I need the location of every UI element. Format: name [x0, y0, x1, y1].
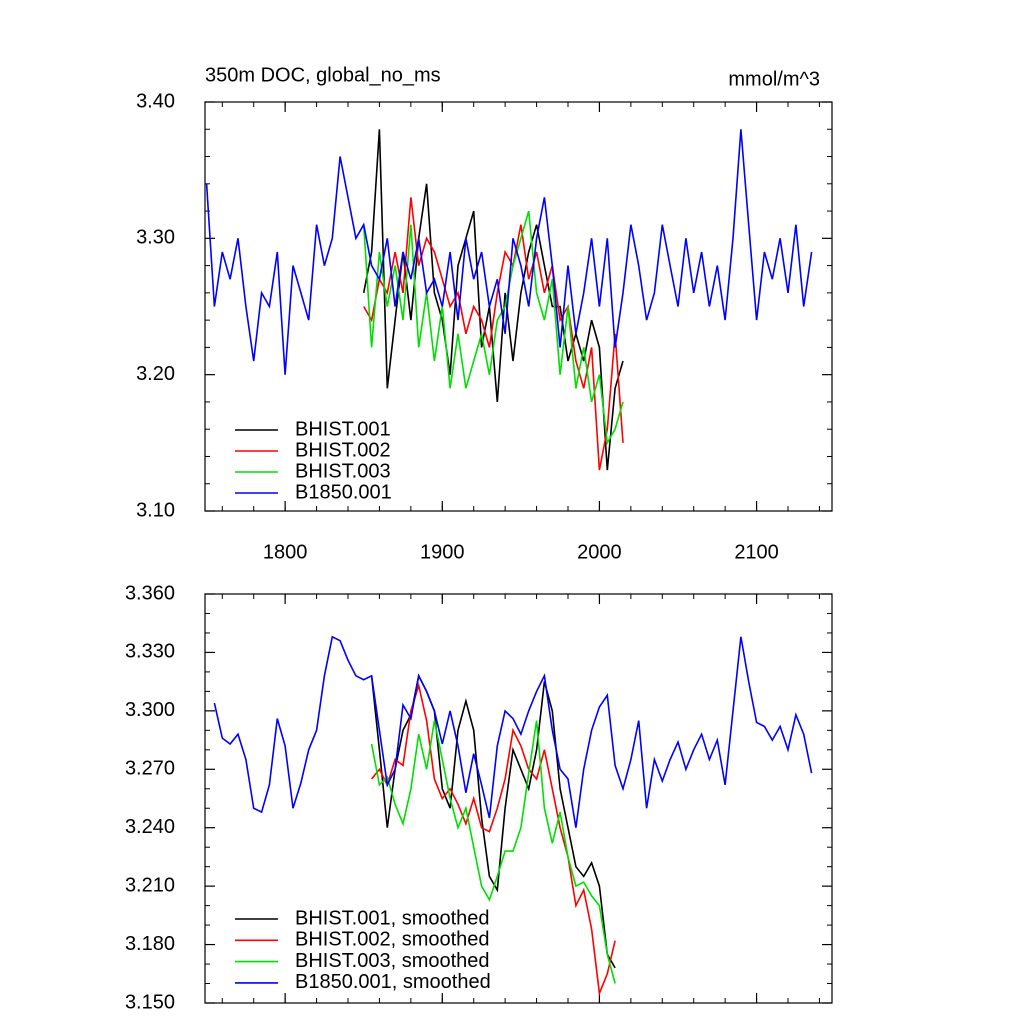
legend-label: B1850.001, smoothed — [295, 971, 491, 993]
y-tick-label: 3.20 — [136, 363, 175, 385]
x-tick-label: 1800 — [263, 541, 308, 563]
series-line — [362, 129, 624, 471]
x-tick-label: 1900 — [420, 541, 465, 563]
series-line — [370, 682, 616, 997]
y-tick-label: 3.180 — [125, 933, 175, 955]
chart-title: 350m DOC, global_no_ms — [205, 64, 441, 86]
y-tick-label: 3.330 — [125, 641, 175, 663]
y-tick-label: 3.210 — [125, 874, 175, 896]
y-tick-label: 3.30 — [136, 227, 175, 249]
x-tick-label: 2000 — [577, 541, 622, 563]
y-tick-label: 3.10 — [136, 499, 175, 521]
legend-label: BHIST.003, smoothed — [295, 950, 490, 972]
legend-label: B1850.001 — [295, 481, 392, 503]
series-line — [205, 129, 813, 375]
y-tick-label: 3.300 — [125, 699, 175, 721]
y-tick-label: 3.150 — [125, 991, 175, 1013]
series-line — [363, 197, 624, 471]
plot-frame — [204, 101, 833, 512]
legend-label: BHIST.001, smoothed — [295, 907, 490, 929]
y-tick-label: 3.40 — [136, 90, 175, 112]
y-tick-label: 3.360 — [125, 582, 175, 604]
legend-label: BHIST.002 — [295, 439, 391, 461]
x-tick-label: 2100 — [734, 541, 779, 563]
plot-frame — [204, 593, 833, 1004]
units-label: mmol/m^3 — [728, 68, 820, 90]
y-tick-label: 3.240 — [125, 816, 175, 838]
legend-label: BHIST.002, smoothed — [295, 929, 490, 951]
legend-label: BHIST.003 — [295, 460, 391, 482]
series-line — [213, 635, 813, 828]
series-line — [362, 210, 624, 446]
series-line — [370, 720, 616, 984]
y-tick-label: 3.270 — [125, 758, 175, 780]
legend-label: BHIST.001 — [295, 418, 391, 440]
